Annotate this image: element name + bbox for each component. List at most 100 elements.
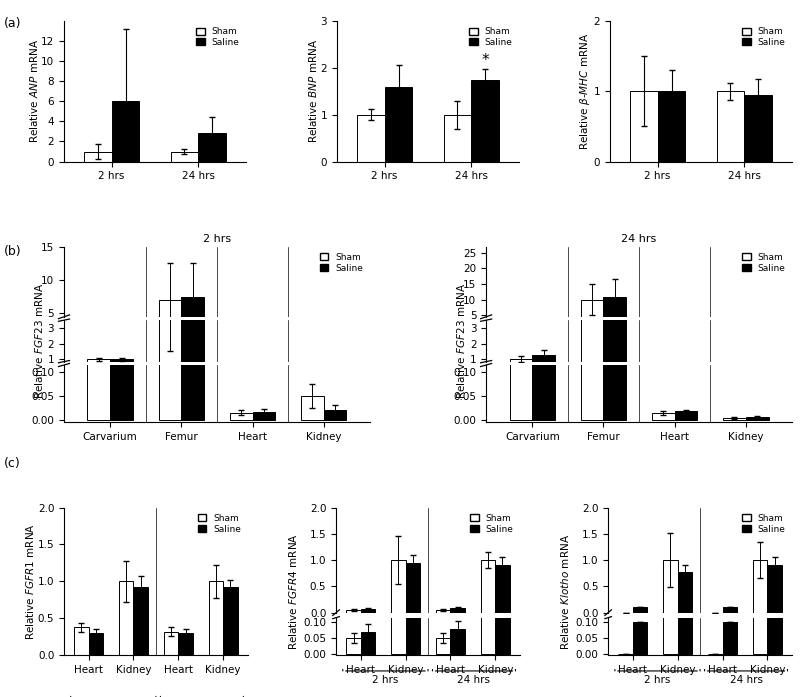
Bar bbox=[436, 638, 450, 654]
Y-axis label: Relative $\it{FGFR1}$ mRNA: Relative $\it{FGFR1}$ mRNA bbox=[24, 523, 36, 640]
Y-axis label: Relative $\it{FGF23}$ mRNA: Relative $\it{FGF23}$ mRNA bbox=[455, 283, 467, 399]
Bar bbox=[406, 356, 420, 654]
Bar bbox=[663, 560, 678, 613]
Bar bbox=[532, 355, 555, 375]
Bar bbox=[495, 372, 510, 654]
Bar bbox=[753, 560, 767, 613]
Bar bbox=[230, 413, 253, 420]
Bar bbox=[436, 610, 450, 613]
Text: 24 hrs: 24 hrs bbox=[730, 675, 762, 685]
Title: 2 hrs: 2 hrs bbox=[203, 234, 231, 245]
Text: (c): (c) bbox=[4, 457, 21, 470]
Bar bbox=[346, 610, 361, 613]
Bar bbox=[182, 297, 204, 347]
Y-axis label: Relative $\it{BNP}$ mRNA: Relative $\it{BNP}$ mRNA bbox=[307, 39, 319, 144]
Y-axis label: Relative $\it{ANP}$ mRNA: Relative $\it{ANP}$ mRNA bbox=[28, 39, 40, 144]
Bar bbox=[481, 341, 495, 654]
Bar bbox=[633, 607, 647, 613]
Bar bbox=[134, 588, 148, 655]
Bar bbox=[87, 340, 110, 347]
Bar bbox=[301, 396, 324, 420]
Bar bbox=[744, 95, 772, 162]
Text: 2 hrs: 2 hrs bbox=[644, 675, 670, 685]
Bar bbox=[532, 327, 555, 331]
Text: 24 hrs: 24 hrs bbox=[458, 675, 490, 685]
Bar bbox=[158, 0, 182, 420]
Text: (b): (b) bbox=[4, 245, 22, 259]
Bar bbox=[722, 622, 737, 654]
Bar bbox=[450, 629, 465, 654]
Bar bbox=[510, 0, 532, 420]
Bar bbox=[112, 101, 139, 162]
Text: (a): (a) bbox=[4, 17, 22, 31]
Bar bbox=[357, 115, 385, 162]
Bar bbox=[717, 91, 744, 162]
Y-axis label: Relative $\it{FGFR4}$ mRNA: Relative $\it{FGFR4}$ mRNA bbox=[287, 533, 299, 650]
Bar bbox=[110, 0, 133, 420]
Bar bbox=[658, 91, 686, 162]
Bar bbox=[767, 565, 782, 613]
Bar bbox=[158, 266, 182, 375]
Legend: Sham, Saline: Sham, Saline bbox=[469, 512, 515, 535]
Bar bbox=[84, 151, 112, 162]
Bar bbox=[361, 609, 375, 613]
Title: 24 hrs: 24 hrs bbox=[622, 234, 657, 245]
Bar bbox=[158, 300, 182, 347]
Bar bbox=[253, 412, 275, 420]
Bar bbox=[603, 296, 626, 331]
Bar bbox=[722, 607, 737, 613]
Bar bbox=[391, 341, 406, 654]
Bar bbox=[87, 0, 110, 420]
Bar bbox=[110, 359, 133, 375]
Bar bbox=[301, 374, 324, 375]
Bar bbox=[346, 638, 361, 654]
Bar bbox=[674, 411, 698, 420]
Bar bbox=[746, 417, 769, 420]
Bar bbox=[581, 0, 603, 420]
Bar bbox=[198, 133, 226, 162]
Bar bbox=[532, 0, 555, 420]
Bar bbox=[209, 581, 223, 655]
Y-axis label: Relative $\it{Klotho}$ mRNA: Relative $\it{Klotho}$ mRNA bbox=[559, 534, 571, 650]
Bar bbox=[164, 631, 178, 655]
Y-axis label: Relative $\it{\beta}$-$\it{MHC}$ mRNA: Relative $\it{\beta}$-$\it{MHC}$ mRNA bbox=[578, 33, 592, 150]
Bar bbox=[510, 328, 532, 331]
Text: 2 hrs: 2 hrs bbox=[372, 675, 398, 685]
Bar bbox=[89, 633, 103, 655]
Bar bbox=[178, 633, 193, 655]
Legend: Sham, Saline: Sham, Saline bbox=[741, 25, 787, 49]
Bar bbox=[581, 218, 603, 375]
Legend: Sham, Saline: Sham, Saline bbox=[468, 25, 514, 49]
Legend: Sham, Saline: Sham, Saline bbox=[197, 512, 243, 535]
Y-axis label: Relative $\it{FGF23}$ mRNA: Relative $\it{FGF23}$ mRNA bbox=[33, 283, 45, 399]
Bar bbox=[223, 588, 238, 655]
Bar bbox=[87, 359, 110, 375]
Bar bbox=[581, 300, 603, 331]
Bar bbox=[182, 258, 204, 375]
Bar bbox=[119, 581, 134, 655]
Bar bbox=[450, 608, 465, 613]
Bar bbox=[471, 79, 499, 162]
Bar bbox=[170, 151, 198, 162]
Bar bbox=[630, 91, 658, 162]
Bar bbox=[603, 203, 626, 375]
Text: *: * bbox=[482, 53, 489, 68]
Bar bbox=[495, 565, 510, 613]
Bar bbox=[361, 631, 375, 654]
Bar bbox=[182, 0, 204, 420]
Bar bbox=[74, 627, 89, 655]
Bar bbox=[385, 86, 413, 162]
Bar bbox=[633, 622, 647, 654]
Bar bbox=[324, 410, 346, 420]
Bar bbox=[391, 560, 406, 613]
Bar bbox=[663, 341, 678, 654]
Legend: Sham, Saline: Sham, Saline bbox=[194, 25, 242, 49]
Bar bbox=[767, 372, 782, 654]
Bar bbox=[723, 418, 746, 420]
Bar bbox=[652, 413, 674, 420]
Bar bbox=[406, 562, 420, 613]
Legend: Sham, Saline: Sham, Saline bbox=[318, 251, 366, 275]
Bar bbox=[481, 560, 495, 613]
Bar bbox=[678, 572, 692, 613]
Bar bbox=[510, 359, 532, 375]
